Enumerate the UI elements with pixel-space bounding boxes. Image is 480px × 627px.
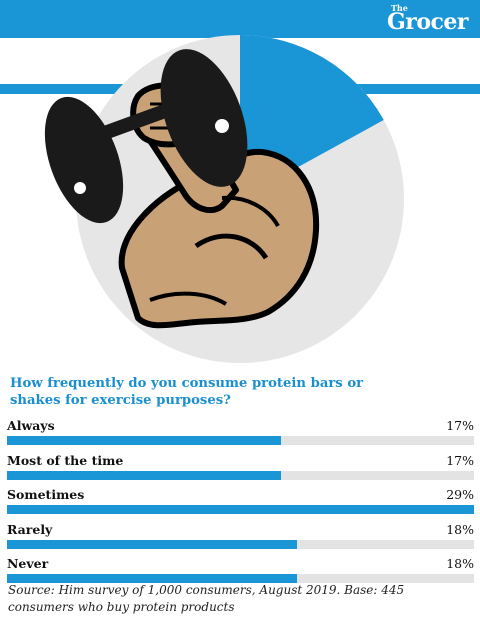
hero-illustration <box>44 35 404 363</box>
bar-value-label: 29% <box>446 487 474 502</box>
bar-fill <box>7 505 474 514</box>
bar-fill <box>7 470 281 480</box>
bar-category-label: Never <box>7 556 49 571</box>
bar-row: Sometimes 29% <box>7 487 474 519</box>
bar-fill <box>7 574 297 583</box>
bar-value-label: 18% <box>446 521 474 537</box>
bar-row: Always 17% <box>7 418 474 450</box>
bar-row: Never 18% <box>7 556 474 588</box>
bar-value-label: 18% <box>446 556 474 571</box>
bar-category-label: Always <box>7 418 55 433</box>
header-band <box>0 0 480 38</box>
flexed-arm-with-dumbbell-icon <box>44 49 320 329</box>
brand-logo-name: Grocer <box>386 9 469 35</box>
bar-row: Most of the time 17% <box>7 453 474 485</box>
source-note: Source: Him survey of 1,000 consumers, A… <box>8 583 405 614</box>
chart-title: How frequently do you consume protein ba… <box>10 376 364 408</box>
brand-logo: The Grocer <box>386 3 469 35</box>
bar-fill <box>7 539 297 549</box>
bar-category-label: Rarely <box>7 521 53 537</box>
bar-category-label: Most of the time <box>7 452 124 468</box>
bar-fill <box>7 436 281 445</box>
bar-category-label: Sometimes <box>7 487 85 502</box>
bar-value-label: 17% <box>446 418 474 433</box>
bar-track <box>7 470 474 480</box>
bar-row: Rarely 18% <box>7 522 474 554</box>
bar-value-label: 17% <box>446 452 474 468</box>
bar-track <box>7 505 474 514</box>
brand-logo-the: The <box>390 3 408 13</box>
bar-track <box>7 539 474 549</box>
bar-track <box>7 574 474 583</box>
bar-track <box>7 436 474 445</box>
